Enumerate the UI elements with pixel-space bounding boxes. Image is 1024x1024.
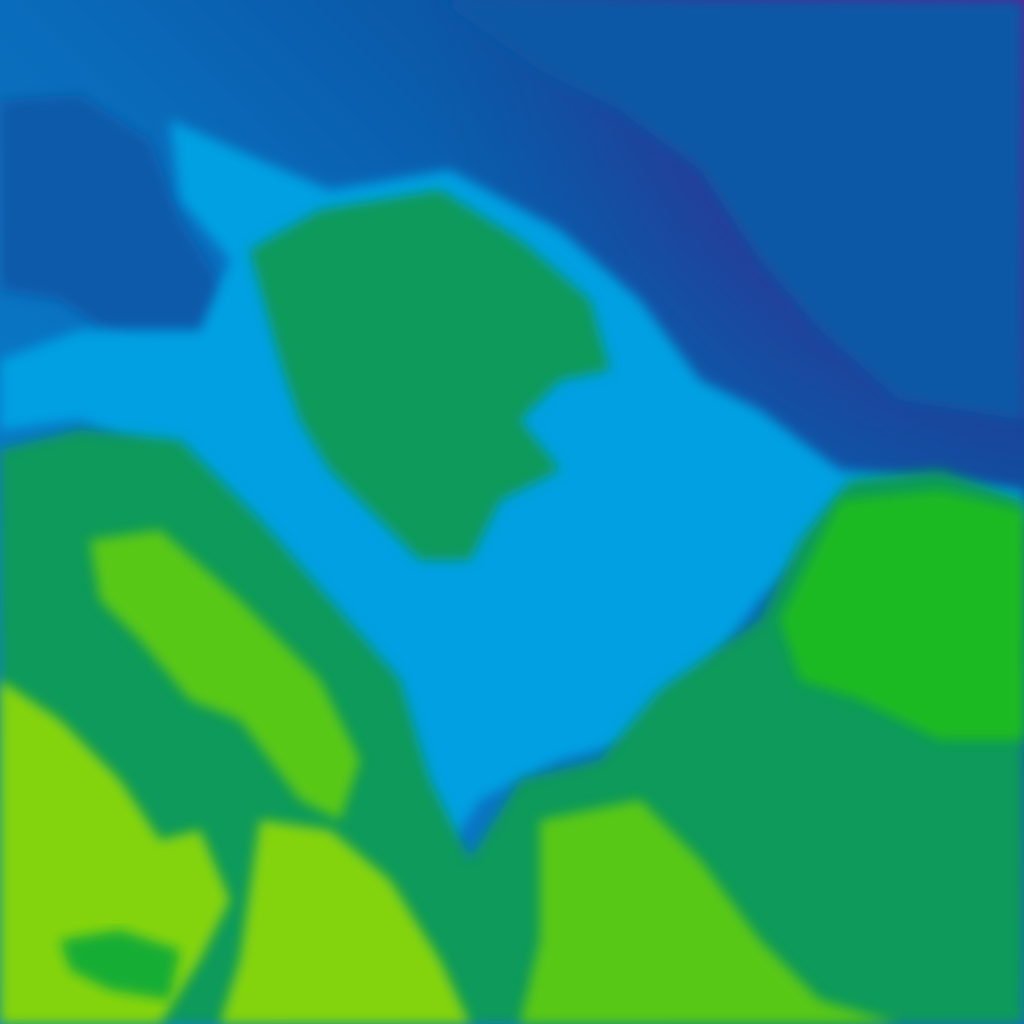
lime-region-peninsula: [90, 530, 360, 820]
yellow-green-region-southwest: [0, 680, 230, 1024]
lime-region-southeast: [520, 800, 900, 1024]
bright-green-region-east: [780, 490, 1024, 740]
green-region-central-plain: [250, 190, 610, 560]
green-island: [60, 930, 180, 1000]
deep-blue-band-north: [440, 0, 1024, 420]
deep-blue-region-west: [0, 95, 230, 360]
yellow-green-region-south-central: [220, 820, 470, 1024]
